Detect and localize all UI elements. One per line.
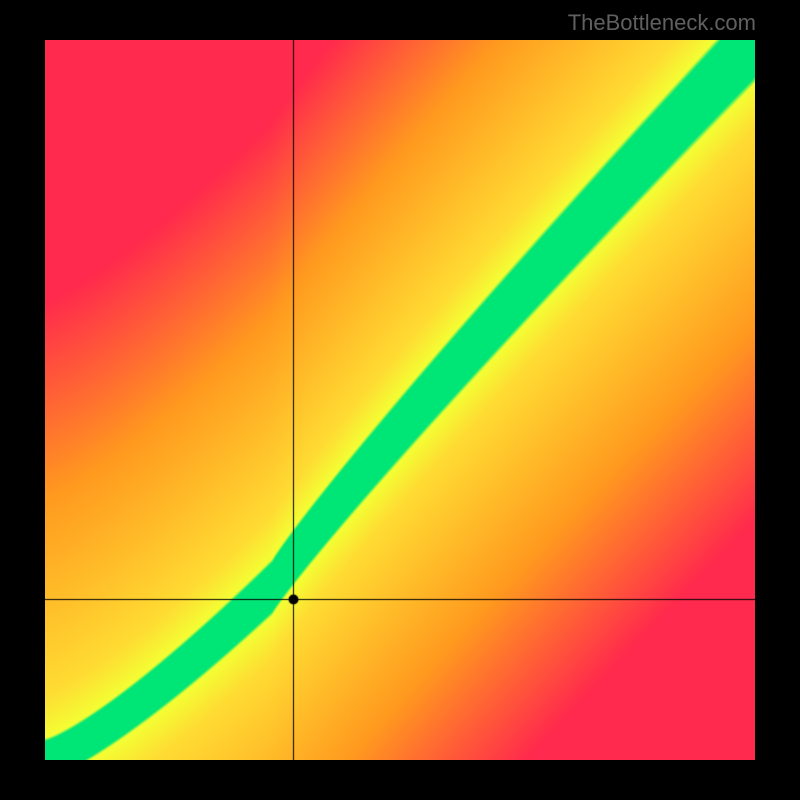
chart-container: TheBottleneck.com (0, 0, 800, 800)
bottleneck-heatmap (45, 40, 755, 760)
watermark-text: TheBottleneck.com (568, 10, 756, 36)
